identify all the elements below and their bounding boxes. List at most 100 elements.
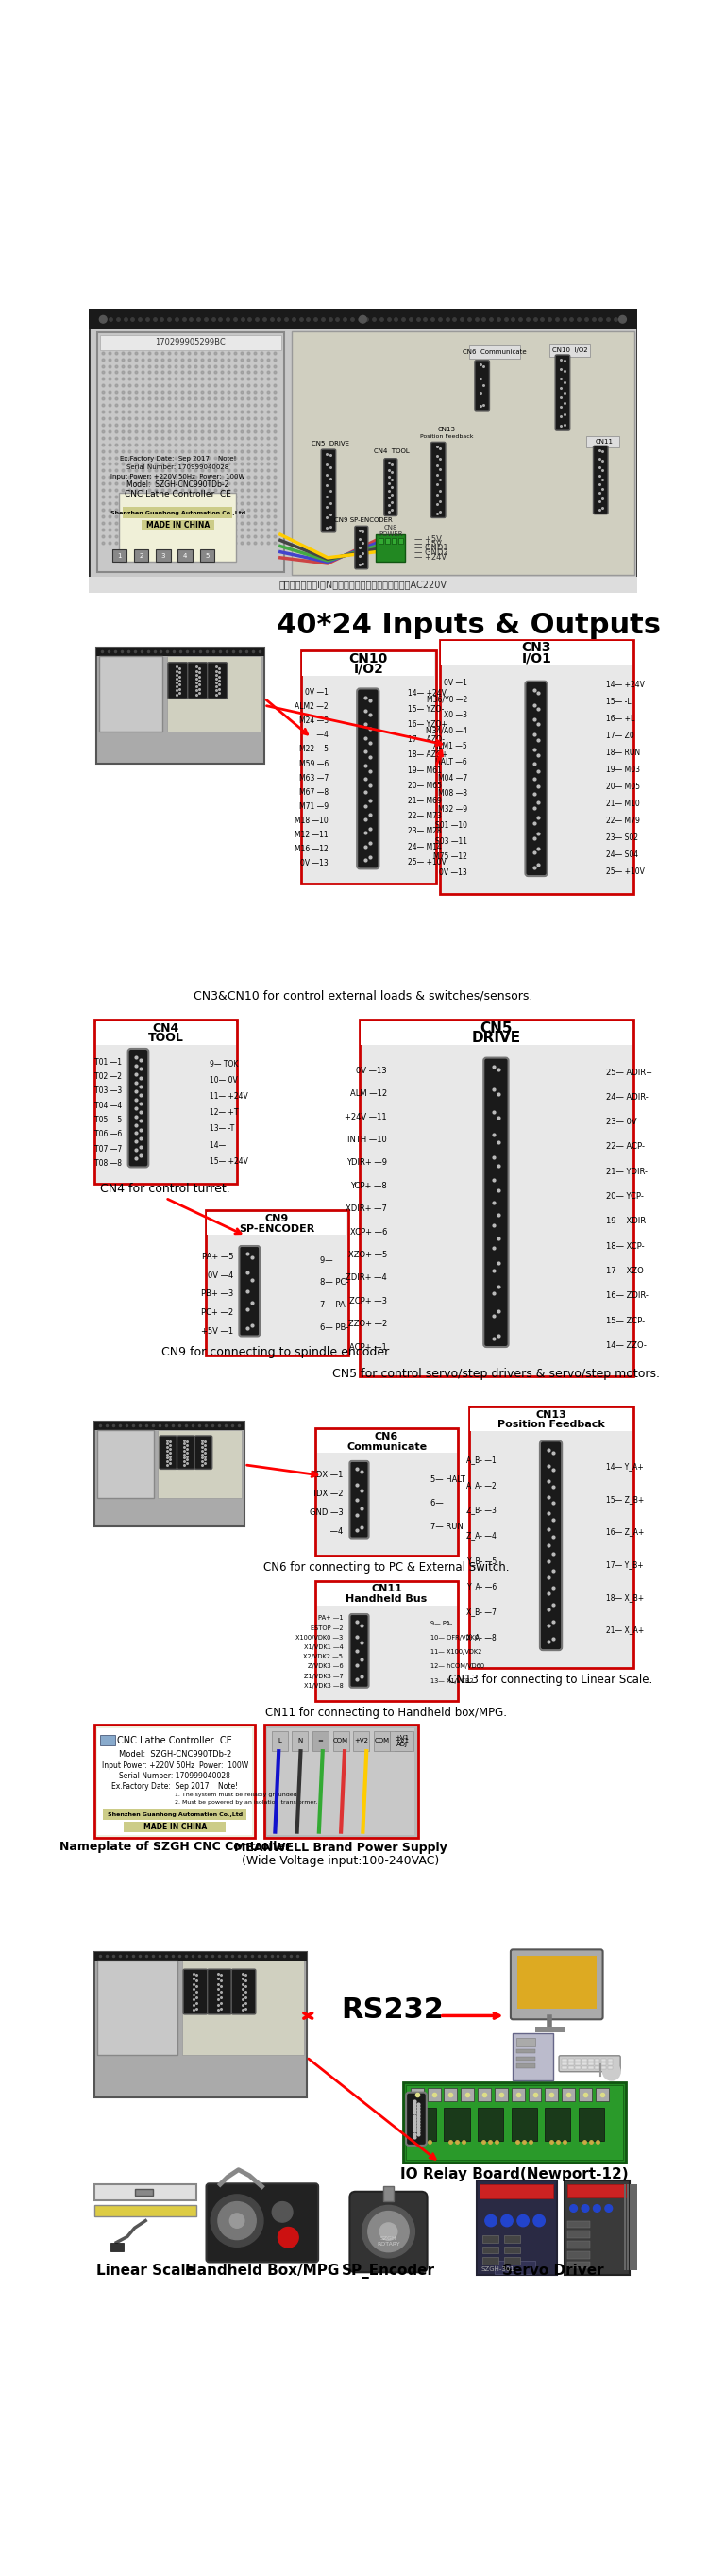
- FancyBboxPatch shape: [97, 1960, 178, 2056]
- Circle shape: [278, 2228, 299, 2249]
- FancyBboxPatch shape: [562, 2089, 575, 2102]
- Text: A_B- —1: A_B- —1: [467, 1455, 497, 1463]
- FancyBboxPatch shape: [316, 1430, 457, 1453]
- Text: 23— 0V: 23— 0V: [606, 1118, 636, 1126]
- Text: M22 —5: M22 —5: [299, 744, 329, 755]
- FancyBboxPatch shape: [482, 2257, 498, 2264]
- Text: +V1: +V1: [395, 1739, 409, 1744]
- FancyBboxPatch shape: [569, 2063, 573, 2066]
- Text: 2: 2: [139, 554, 143, 559]
- Text: Shenzhen Guanhong Automation Co.,Ltd: Shenzhen Guanhong Automation Co.,Ltd: [110, 510, 245, 515]
- FancyBboxPatch shape: [575, 2058, 580, 2061]
- FancyBboxPatch shape: [128, 1048, 149, 1167]
- FancyBboxPatch shape: [94, 1953, 307, 2097]
- FancyBboxPatch shape: [94, 2184, 197, 2200]
- Text: T03 —3: T03 —3: [95, 1087, 122, 1095]
- Text: 0V —13: 0V —13: [356, 1066, 387, 1074]
- FancyBboxPatch shape: [525, 680, 547, 876]
- Text: IO Relay Board(Newport-12): IO Relay Board(Newport-12): [400, 2166, 628, 2182]
- Text: CN11: CN11: [595, 438, 613, 443]
- Text: 23— M28: 23— M28: [409, 827, 442, 835]
- FancyBboxPatch shape: [595, 2063, 600, 2066]
- FancyBboxPatch shape: [504, 2246, 520, 2254]
- Text: I/O2: I/O2: [353, 662, 384, 675]
- Text: M04 —7: M04 —7: [438, 773, 467, 783]
- FancyBboxPatch shape: [385, 538, 390, 544]
- FancyBboxPatch shape: [475, 361, 489, 410]
- FancyBboxPatch shape: [478, 2107, 503, 2141]
- FancyBboxPatch shape: [94, 1020, 237, 1182]
- FancyBboxPatch shape: [444, 2089, 457, 2102]
- Circle shape: [272, 2202, 292, 2223]
- FancyBboxPatch shape: [178, 549, 193, 562]
- Text: PC+ —2: PC+ —2: [201, 1309, 234, 1316]
- Text: 8— PC-: 8— PC-: [321, 1278, 349, 1288]
- Text: M34/A0 —4: M34/A0 —4: [426, 726, 467, 734]
- FancyBboxPatch shape: [559, 2056, 620, 2071]
- FancyBboxPatch shape: [578, 2089, 592, 2102]
- Text: 17— AZO-: 17— AZO-: [409, 734, 445, 744]
- FancyBboxPatch shape: [595, 2058, 600, 2061]
- FancyBboxPatch shape: [478, 2089, 491, 2102]
- Text: — +5V: — +5V: [414, 536, 441, 544]
- FancyBboxPatch shape: [469, 345, 520, 358]
- FancyBboxPatch shape: [96, 1023, 236, 1046]
- FancyBboxPatch shape: [651, 2184, 653, 2269]
- Circle shape: [603, 2063, 620, 2081]
- Text: 24— ADIR-: 24— ADIR-: [606, 1092, 648, 1103]
- FancyBboxPatch shape: [292, 330, 634, 574]
- FancyBboxPatch shape: [636, 2184, 638, 2269]
- Text: —4: —4: [328, 1528, 343, 1535]
- Circle shape: [211, 2195, 263, 2246]
- FancyBboxPatch shape: [510, 1950, 603, 2020]
- Text: 11— +24V: 11— +24V: [210, 1092, 248, 1100]
- Text: 20— YCP-: 20— YCP-: [606, 1193, 644, 1200]
- FancyBboxPatch shape: [575, 2063, 580, 2066]
- Text: CNC Lathe Controller  CE: CNC Lathe Controller CE: [118, 1736, 232, 1747]
- Text: CN6 for connecting to PC & External Switch.: CN6 for connecting to PC & External Swit…: [263, 1561, 509, 1574]
- Text: 5: 5: [205, 554, 209, 559]
- FancyBboxPatch shape: [134, 549, 149, 562]
- FancyBboxPatch shape: [506, 1953, 630, 2081]
- Text: 15— Z_B+: 15— Z_B+: [606, 1494, 644, 1504]
- Text: Z_B- —3: Z_B- —3: [467, 1507, 497, 1515]
- FancyBboxPatch shape: [376, 533, 405, 562]
- Text: M71 —9: M71 —9: [299, 801, 329, 811]
- FancyBboxPatch shape: [601, 2058, 607, 2061]
- Text: CN10: CN10: [349, 652, 388, 665]
- Text: CN4: CN4: [152, 1023, 179, 1033]
- Circle shape: [229, 2213, 244, 2228]
- FancyBboxPatch shape: [207, 1211, 347, 1234]
- FancyBboxPatch shape: [494, 2089, 508, 2102]
- Text: 18— AZO+: 18— AZO+: [409, 750, 448, 760]
- FancyBboxPatch shape: [511, 2089, 525, 2102]
- FancyBboxPatch shape: [516, 2038, 535, 2045]
- Text: CN13: CN13: [536, 1409, 566, 1419]
- Text: +V1
ADJ: +V1 ADJ: [394, 1734, 409, 1747]
- Text: Model:  SZGH-CNC990TDb-2: Model: SZGH-CNC990TDb-2: [127, 482, 229, 489]
- Text: CN10  I/O2: CN10 I/O2: [552, 348, 588, 353]
- FancyBboxPatch shape: [207, 662, 227, 698]
- FancyBboxPatch shape: [88, 592, 637, 1015]
- Text: ZCP+ —3: ZCP+ —3: [349, 1296, 387, 1306]
- Text: A_A- —2: A_A- —2: [467, 1481, 497, 1489]
- Circle shape: [619, 317, 626, 322]
- FancyBboxPatch shape: [630, 2184, 632, 2269]
- Text: 16— ZDIR-: 16— ZDIR-: [606, 1291, 648, 1301]
- FancyBboxPatch shape: [315, 1582, 458, 1700]
- FancyBboxPatch shape: [88, 1015, 637, 1391]
- Text: 9— PA-: 9— PA-: [430, 1620, 452, 1625]
- Text: CN4  TOOL: CN4 TOOL: [375, 448, 410, 453]
- FancyBboxPatch shape: [359, 1020, 634, 1376]
- Text: 18— X_B+: 18— X_B+: [606, 1592, 644, 1602]
- Text: 0V —13: 0V —13: [300, 858, 329, 868]
- Circle shape: [605, 2205, 612, 2213]
- Text: MADE IN CHINA: MADE IN CHINA: [146, 520, 210, 528]
- FancyBboxPatch shape: [96, 647, 264, 762]
- FancyBboxPatch shape: [350, 1461, 369, 1538]
- Text: ESTOP —2: ESTOP —2: [310, 1625, 343, 1631]
- Text: 9— TOK: 9— TOK: [210, 1059, 238, 1069]
- Text: RDX —1: RDX —1: [311, 1471, 343, 1479]
- FancyBboxPatch shape: [158, 1430, 241, 1499]
- FancyBboxPatch shape: [123, 507, 233, 518]
